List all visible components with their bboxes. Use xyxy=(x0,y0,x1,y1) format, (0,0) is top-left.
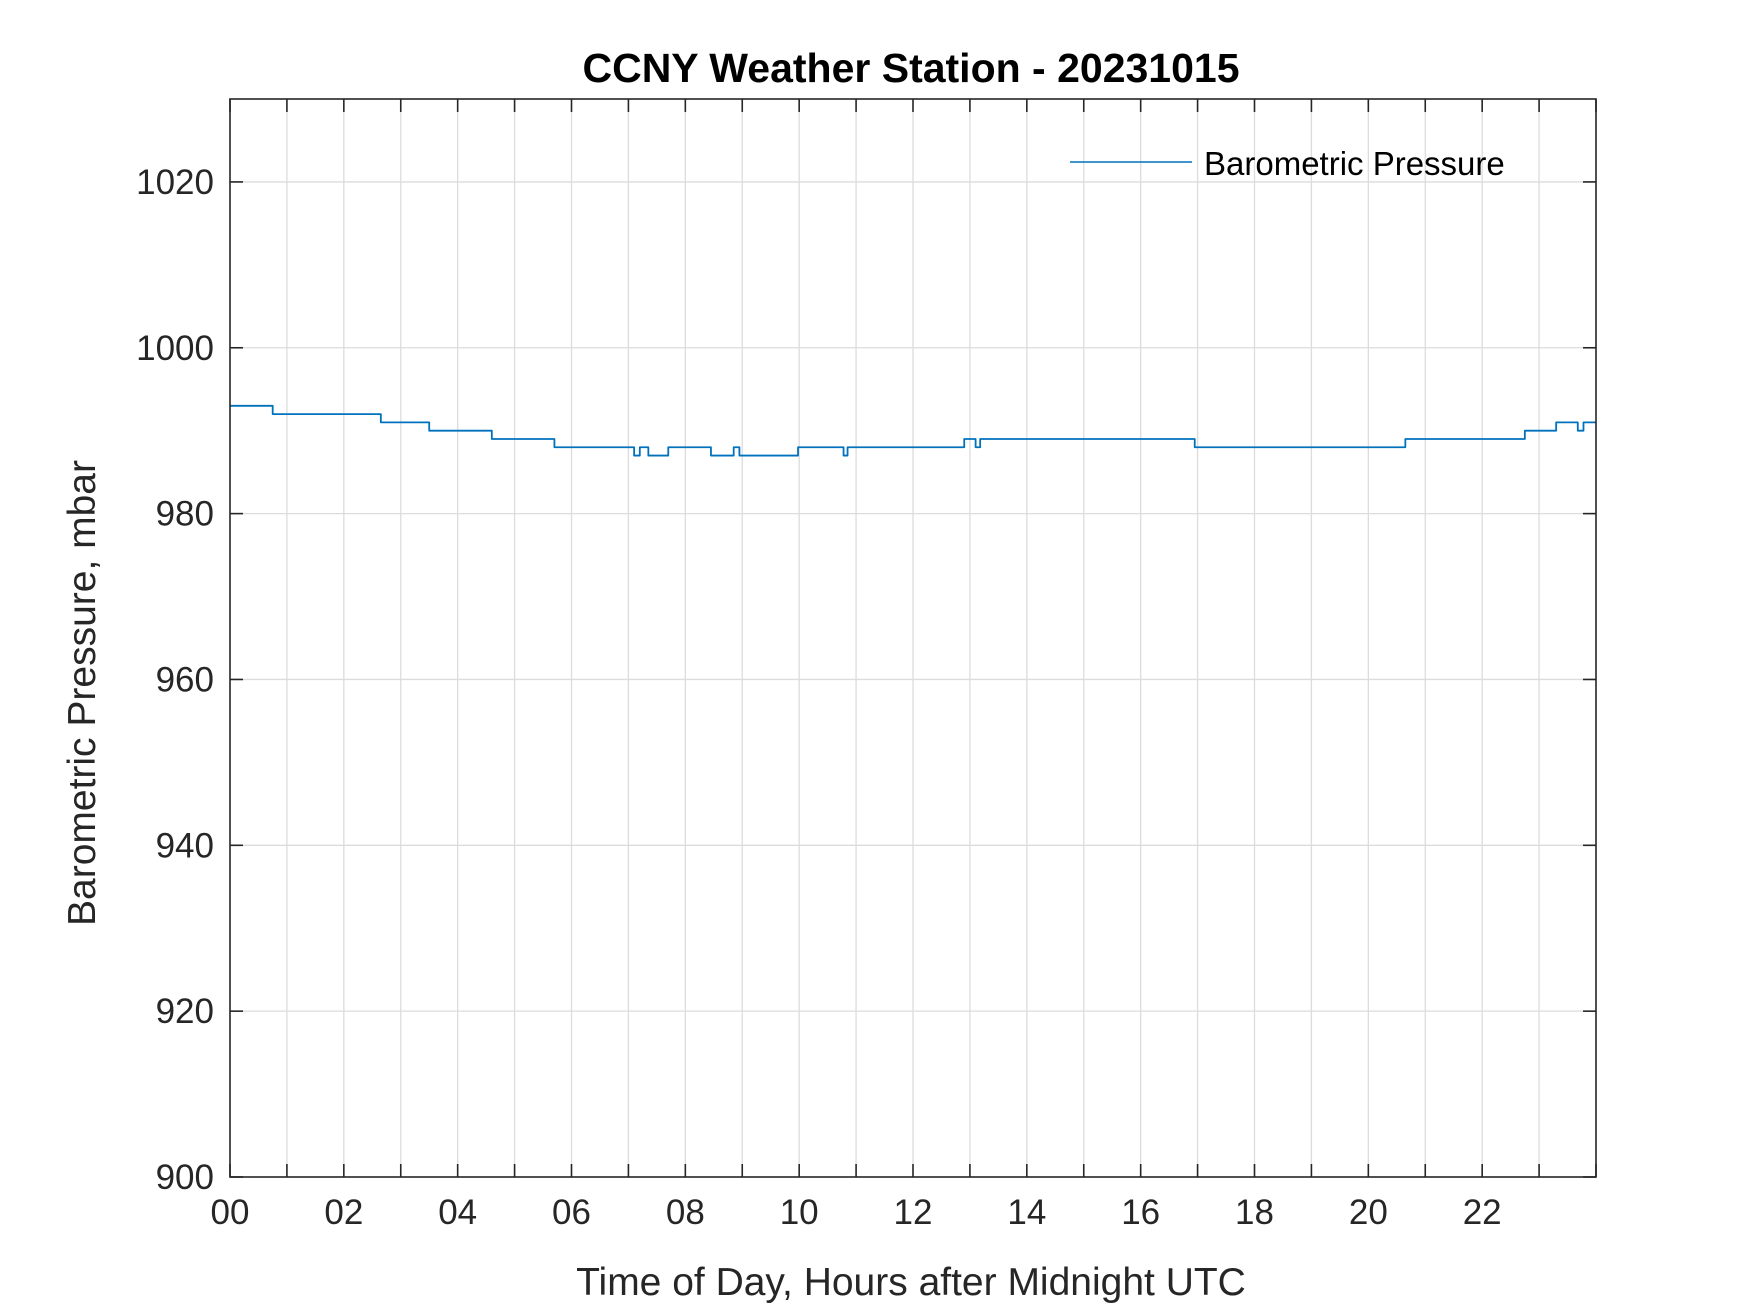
legend: Barometric Pressure xyxy=(1070,145,1505,182)
y-tick-label: 1000 xyxy=(136,329,214,368)
chart-title: CCNY Weather Station - 20231015 xyxy=(582,45,1239,91)
y-tick-labels: 900 920 940 960 980 1000 1020 xyxy=(136,163,214,1197)
x-tick-label: 08 xyxy=(666,1193,705,1232)
x-tick-labels: 00 02 04 06 08 10 12 14 16 18 20 22 xyxy=(211,1193,1502,1232)
x-tick-label: 06 xyxy=(552,1193,591,1232)
series-line-0 xyxy=(230,404,1596,457)
y-tick-label: 900 xyxy=(156,1158,214,1197)
x-axis-label: Time of Day, Hours after Midnight UTC xyxy=(576,1261,1246,1304)
x-tick-label: 16 xyxy=(1121,1193,1160,1232)
y-tick-label: 940 xyxy=(156,826,214,865)
plot-frame xyxy=(229,98,1597,1178)
series-layer xyxy=(230,404,1596,457)
x-tick-label: 00 xyxy=(211,1193,250,1232)
x-tick-label: 22 xyxy=(1463,1193,1502,1232)
legend-label: Barometric Pressure xyxy=(1204,145,1505,182)
x-tick-label: 18 xyxy=(1235,1193,1274,1232)
y-tick-label: 960 xyxy=(156,660,214,699)
x-tick-label: 10 xyxy=(780,1193,819,1232)
y-tick-label: 920 xyxy=(156,992,214,1031)
x-tick-label: 14 xyxy=(1007,1193,1046,1232)
x-tick-label: 20 xyxy=(1349,1193,1388,1232)
grid-lines xyxy=(230,99,1596,1177)
y-tick-label: 1020 xyxy=(136,163,214,202)
y-axis-label: Barometric Pressure, mbar xyxy=(61,460,104,926)
x-tick-label: 02 xyxy=(324,1193,363,1232)
x-tick-label: 12 xyxy=(894,1193,933,1232)
y-tick-label: 980 xyxy=(156,495,214,534)
x-tick-label: 04 xyxy=(438,1193,477,1232)
